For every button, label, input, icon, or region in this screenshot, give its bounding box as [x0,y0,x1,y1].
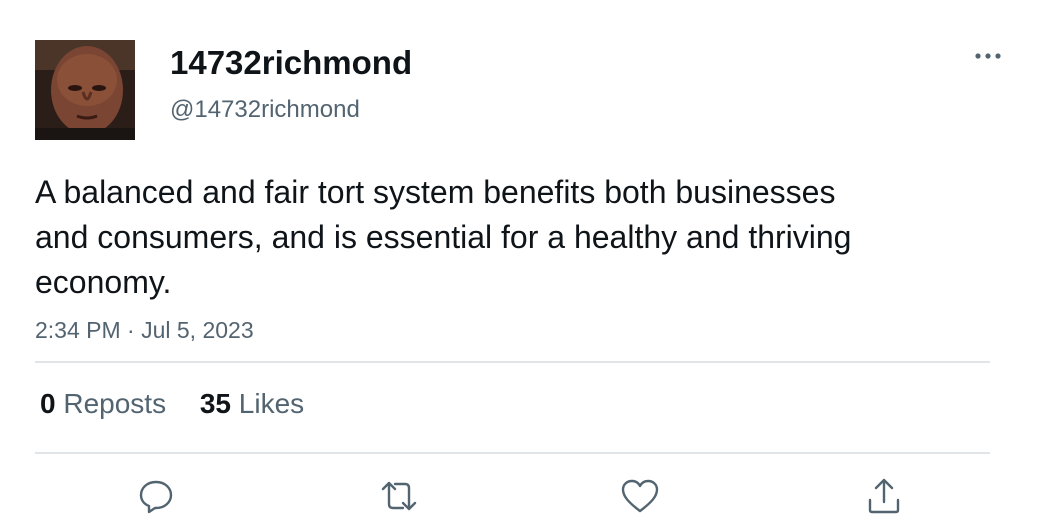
repost-icon[interactable] [377,474,421,518]
likes-label: Likes [238,388,305,419]
user-handle[interactable]: @14732richmond [170,96,360,123]
share-icon[interactable] [862,474,906,518]
tweet-text: A balanced and fair tort system benefits… [35,174,852,300]
tweet-timestamp[interactable]: 2:34 PM · Jul 5, 2023 [35,317,254,343]
profile-photo [35,40,135,140]
reposts-label: Reposts [63,388,167,419]
more-options-icon[interactable] [968,42,1008,70]
engagement-stats: 0 Reposts 35 Likes [40,387,330,421]
avatar[interactable] [35,40,135,140]
display-name[interactable]: 14732richmond [170,44,413,81]
reply-icon[interactable] [134,474,178,518]
divider [35,361,990,363]
like-icon[interactable] [618,474,662,518]
reposts-stat[interactable]: 0 Reposts [40,387,166,421]
likes-stat[interactable]: 35 Likes [200,387,304,421]
likes-count: 35 [199,388,232,419]
divider [35,452,990,454]
reposts-count: 0 [40,388,56,419]
